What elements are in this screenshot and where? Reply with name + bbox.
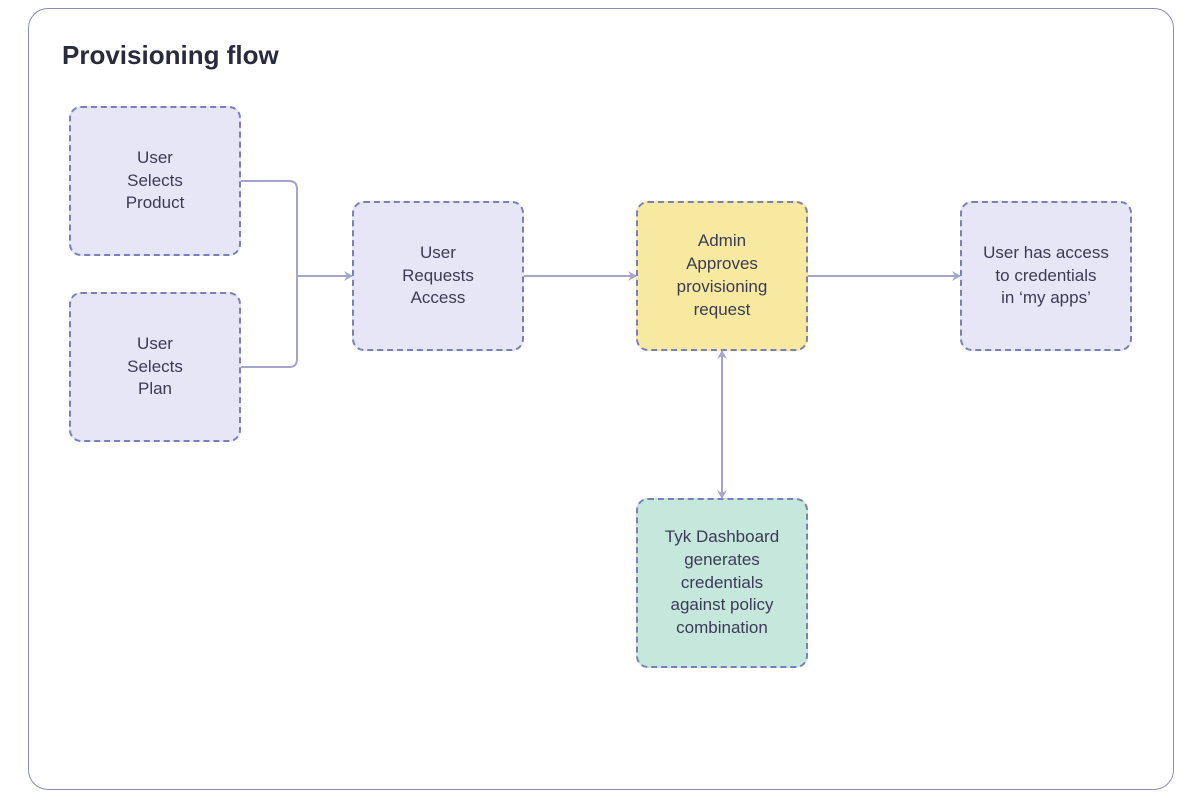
node-select-product: User Selects Product (69, 106, 241, 256)
node-requests-access: User Requests Access (352, 201, 524, 351)
node-label: User has access to credentials in ‘my ap… (983, 242, 1109, 311)
node-label: Tyk Dashboard generates credentials agai… (665, 526, 779, 641)
node-tyk-dashboard: Tyk Dashboard generates credentials agai… (636, 498, 808, 668)
node-label: User Requests Access (402, 242, 474, 311)
diagram-title: Provisioning flow (62, 40, 279, 71)
node-admin-approves: Admin Approves provisioning request (636, 201, 808, 351)
node-select-plan: User Selects Plan (69, 292, 241, 442)
node-label: User Selects Product (126, 147, 185, 216)
node-label: User Selects Plan (127, 333, 183, 402)
node-label: Admin Approves provisioning request (677, 230, 768, 322)
node-user-has-access: User has access to credentials in ‘my ap… (960, 201, 1132, 351)
